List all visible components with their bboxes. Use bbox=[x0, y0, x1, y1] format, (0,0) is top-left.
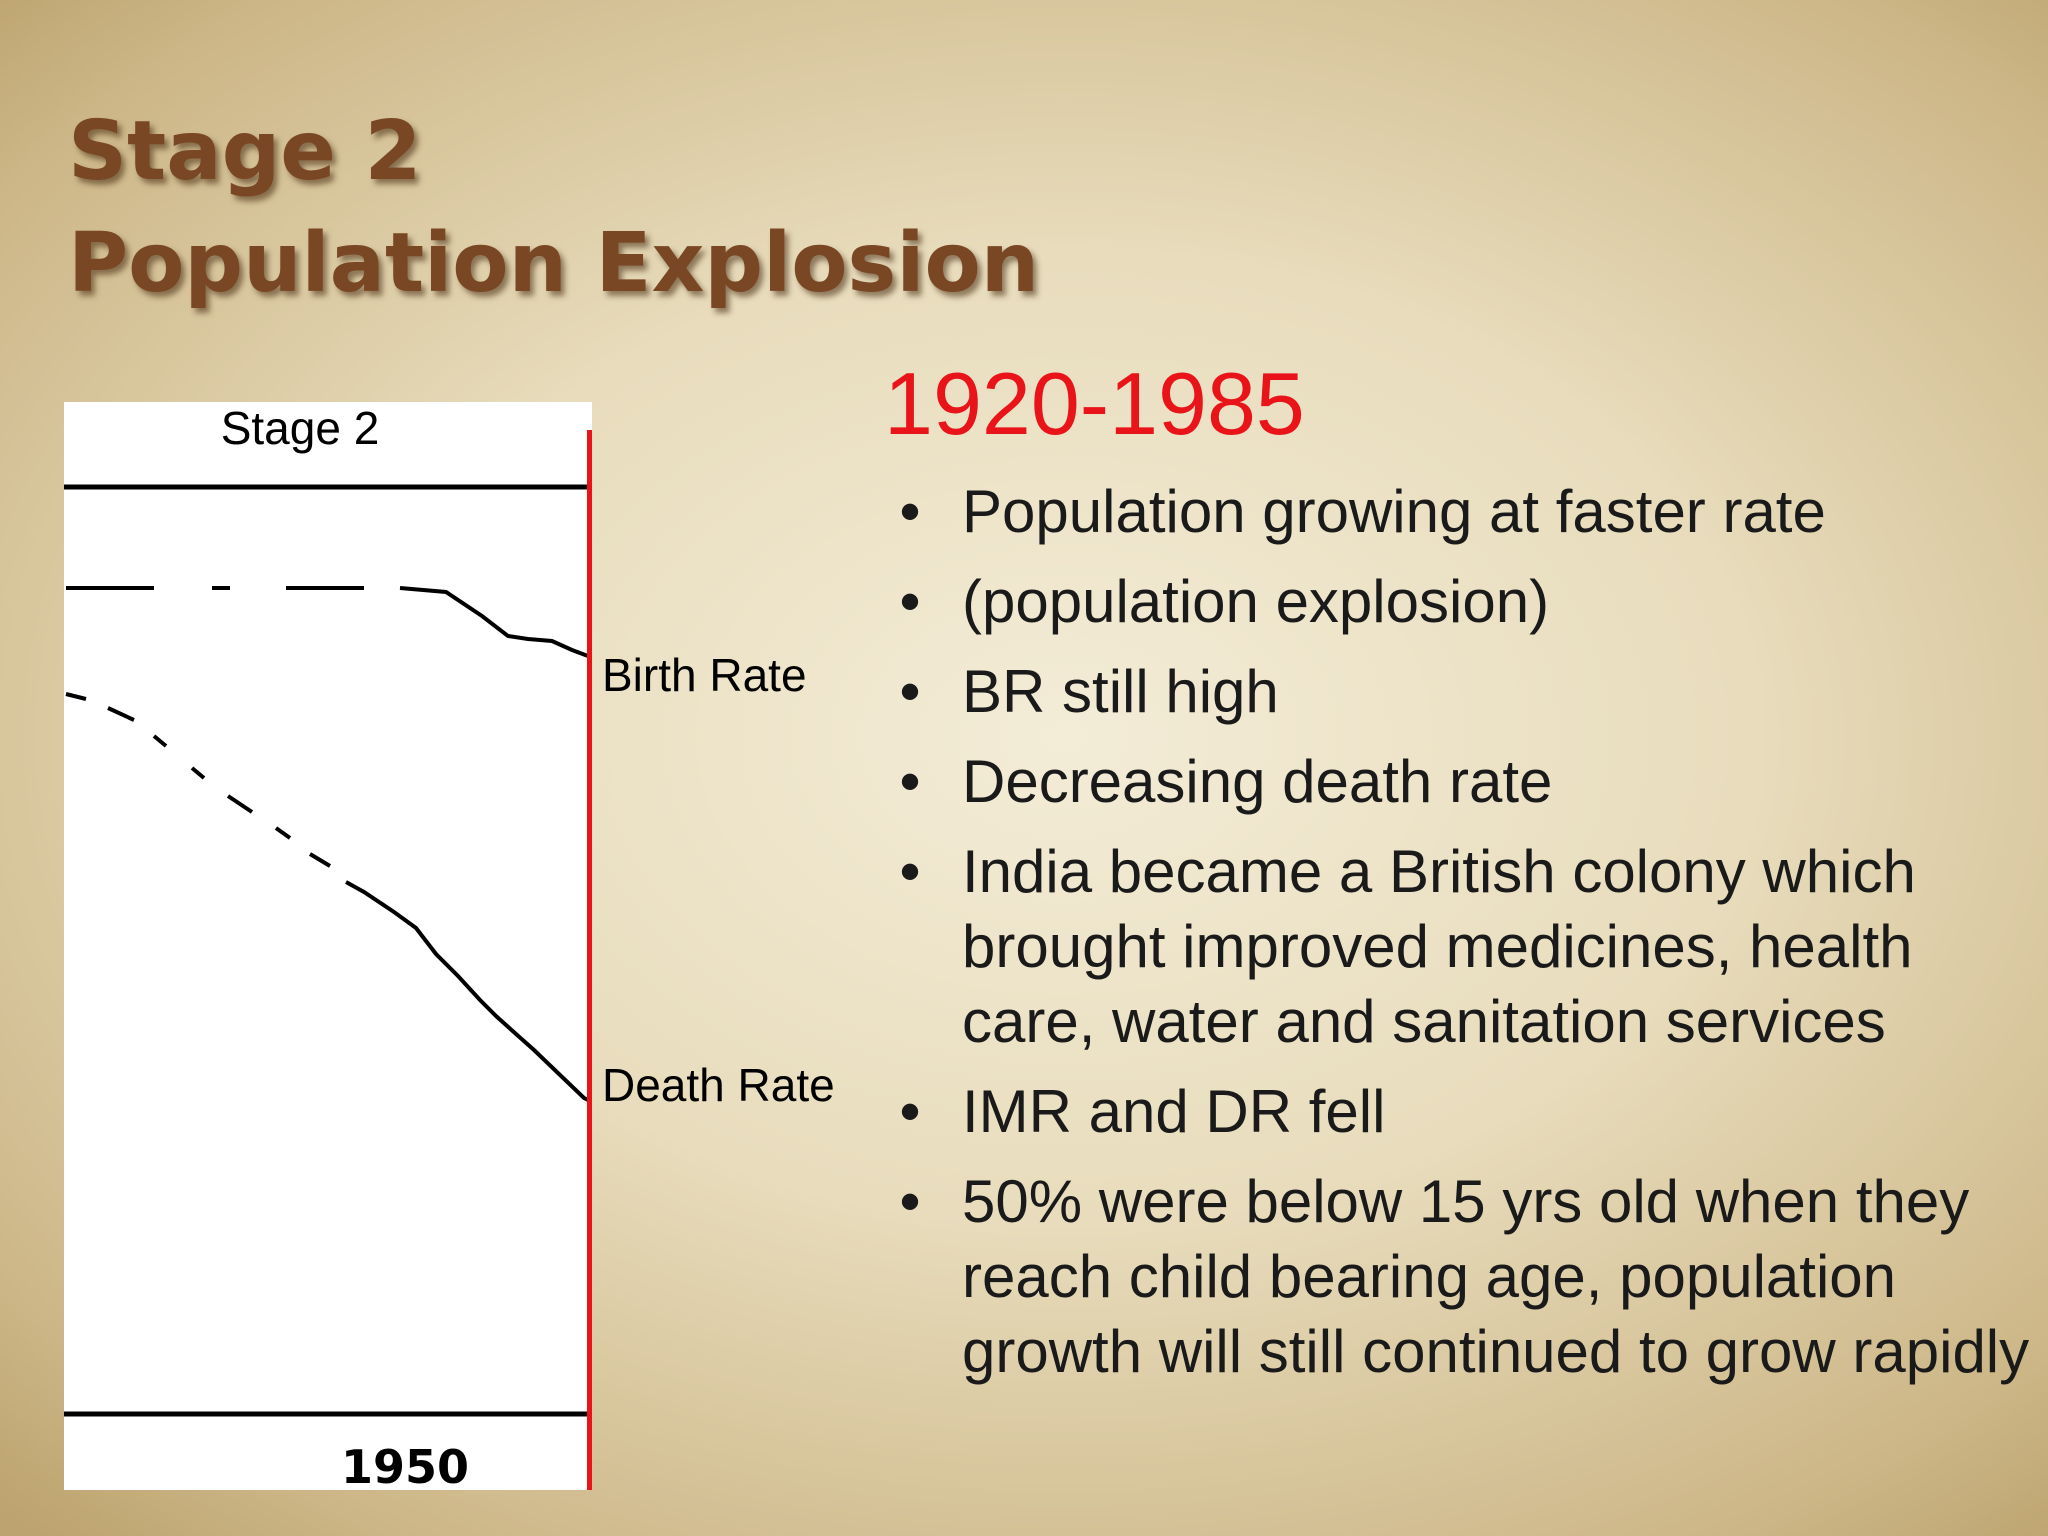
bullet-dot-icon: • bbox=[899, 478, 921, 545]
bullet-text: 50% were below 15 yrs old when they reac… bbox=[962, 1168, 2030, 1385]
bullet-dot-icon: • bbox=[899, 568, 921, 635]
bullet-item: • 50% were below 15 yrs old when they rea… bbox=[880, 1164, 2030, 1389]
transition-chart-svg bbox=[64, 430, 592, 1490]
bullet-text: Decreasing death rate bbox=[962, 748, 1553, 815]
chart-stage-label: Stage 2 bbox=[220, 402, 380, 454]
bullet-dot-icon: • bbox=[899, 1078, 921, 1145]
chart-year-label: 1950 bbox=[340, 1440, 470, 1494]
title-line-2: Population Explosion bbox=[68, 216, 1040, 311]
bullet-text: BR still high bbox=[962, 658, 1279, 725]
bullet-list: • Population growing at faster rate • (pop… bbox=[880, 474, 2030, 1404]
bullet-text: Population growing at faster rate bbox=[962, 478, 1826, 545]
year-range-heading: 1920-1985 bbox=[884, 354, 1305, 453]
slide-title: Stage 2 Population Explosion bbox=[68, 96, 1039, 320]
bullet-dot-icon: • bbox=[899, 748, 921, 815]
bullet-text: IMR and DR fell bbox=[962, 1078, 1386, 1145]
transition-chart-panel bbox=[64, 402, 592, 1490]
bullet-text: India became a British colony which brou… bbox=[962, 838, 1916, 1055]
death-rate-label: Death Rate bbox=[602, 1059, 835, 1111]
title-line-1: Stage 2 bbox=[68, 104, 422, 199]
birth-rate-label: Birth Rate bbox=[602, 649, 807, 701]
bullet-dot-icon: • bbox=[899, 658, 921, 725]
bullet-item: • Decreasing death rate bbox=[880, 744, 2030, 819]
bullet-item: • Population growing at faster rate bbox=[880, 474, 2030, 549]
bullet-item: • BR still high bbox=[880, 654, 2030, 729]
birth-rate-curve bbox=[66, 586, 589, 658]
bullet-dot-icon: • bbox=[899, 1168, 921, 1235]
bullet-dot-icon: • bbox=[899, 838, 921, 905]
death-rate-curve bbox=[65, 692, 589, 1102]
bullet-item: • India became a British colony which bro… bbox=[880, 834, 2030, 1059]
bullet-text: (population explosion) bbox=[962, 568, 1550, 635]
bullet-item: • (population explosion) bbox=[880, 564, 2030, 639]
bullet-item: • IMR and DR fell bbox=[880, 1074, 2030, 1149]
